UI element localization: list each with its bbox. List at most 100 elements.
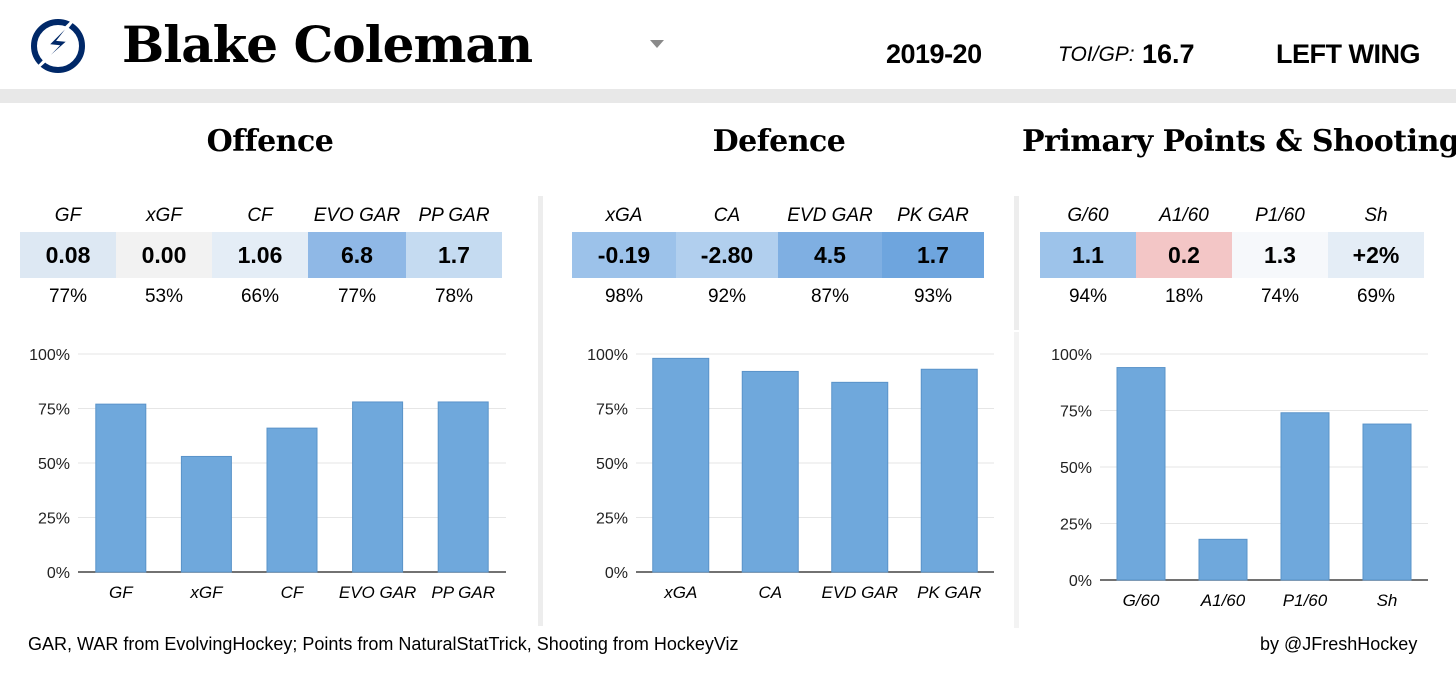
metric-value: 6.8 (308, 232, 406, 278)
metric-value: +2% (1328, 232, 1424, 278)
bar (352, 401, 404, 573)
y-tick-label: 25% (596, 511, 628, 528)
y-tick-label: 0% (1069, 573, 1092, 590)
metric-label: Sh (1364, 205, 1388, 226)
y-tick-label: 50% (1060, 460, 1092, 477)
metric-percentile: 74% (1260, 286, 1300, 307)
section-divider (1014, 196, 1019, 330)
offence-bar-chart: 0% 25% 50% 75% 100% GF xGF CF EVO GAR PP GAR (29, 347, 506, 602)
section-title: Defence (712, 124, 846, 159)
metric-cf: CF 1.06 66% (212, 202, 308, 312)
x-tick-label: A1/60 (1200, 591, 1246, 610)
y-tick-label: 100% (587, 347, 628, 364)
metric-label: A1/60 (1159, 205, 1209, 226)
bar (95, 403, 147, 573)
x-tick-label: EVD GAR (821, 583, 898, 602)
y-tick-label: 100% (29, 347, 70, 364)
footer-source: GAR, WAR from EvolvingHockey; Points fro… (28, 634, 739, 654)
x-tick-label: PK GAR (917, 583, 981, 602)
bar (266, 427, 318, 573)
metric-label: xGA (605, 205, 643, 226)
bar (652, 357, 710, 573)
metric-percentile: 94% (1068, 286, 1108, 307)
bar (1116, 367, 1166, 581)
metric-value: 1.3 (1232, 232, 1328, 278)
x-tick-label: G/60 (1123, 591, 1160, 610)
metric-pk-gar: PK GAR 1.7 93% (882, 202, 984, 312)
bar (1198, 538, 1248, 581)
lightning-bolt-logo-icon (31, 16, 85, 74)
toi-label: TOI/GP: (1058, 43, 1135, 66)
footer-credit: by @JFreshHockey (1260, 634, 1418, 654)
metric-xga: xGA -0.19 98% (572, 202, 676, 312)
x-tick-label: CA (758, 583, 782, 602)
metric-percentile: 69% (1356, 286, 1396, 307)
y-tick-label: 25% (1060, 517, 1092, 534)
metric-pp-gar: PP GAR 1.7 78% (406, 202, 502, 312)
metric-value: -2.80 (676, 232, 778, 278)
y-tick-label: 25% (38, 511, 70, 528)
metric-value: 4.5 (778, 232, 882, 278)
toi-value: 16.7 (1142, 39, 1195, 69)
metric-percentile: 53% (144, 286, 184, 307)
metric-percentile: 87% (810, 286, 850, 307)
metric-p160: P1/60 1.3 74% (1232, 202, 1328, 312)
bar (920, 368, 978, 573)
metric-g60: G/60 1.1 94% (1040, 202, 1136, 312)
metric-percentile: 78% (434, 286, 474, 307)
y-tick-label: 50% (596, 456, 628, 473)
metric-percentile: 18% (1164, 286, 1204, 307)
metric-value: -0.19 (572, 232, 676, 278)
x-tick-label: Sh (1377, 591, 1398, 610)
y-tick-label: 75% (38, 402, 70, 419)
metric-percentile: 66% (240, 286, 280, 307)
metric-label: CA (713, 205, 741, 226)
season-label: 2019-20 (886, 39, 982, 69)
metric-label: P1/60 (1255, 205, 1305, 226)
x-tick-label: EVO GAR (339, 583, 416, 602)
x-tick-label: xGF (189, 583, 224, 602)
bar (1362, 423, 1412, 581)
bar (831, 381, 889, 573)
metric-sh: Sh +2% 69% (1328, 202, 1424, 312)
bar (741, 370, 799, 573)
bar (437, 401, 489, 573)
y-tick-label: 0% (47, 565, 70, 582)
metric-gf: GF 0.08 77% (20, 202, 116, 312)
metric-a160: A1/60 0.2 18% (1136, 202, 1232, 312)
primary-points-shooting-bar-chart: 0% 25% 50% 75% 100% G/60 A1/60 P1/60 Sh (1051, 347, 1428, 610)
metric-percentile: 92% (707, 286, 747, 307)
y-tick-label: 0% (605, 565, 628, 582)
position-label: LEFT WING (1276, 39, 1420, 69)
metric-value: 1.7 (882, 232, 984, 278)
metric-percentile: 77% (48, 286, 88, 307)
player-name: Blake Coleman (122, 15, 533, 74)
x-tick-label: P1/60 (1283, 591, 1328, 610)
x-tick-label: CF (281, 583, 305, 602)
metric-value: 1.06 (212, 232, 308, 278)
y-tick-label: 75% (1060, 404, 1092, 421)
metric-ca: CA -2.80 92% (676, 202, 778, 312)
metric-label: PK GAR (897, 205, 969, 226)
section-divider (1014, 332, 1019, 628)
x-tick-label: GF (109, 583, 134, 602)
metric-label: EVD GAR (787, 205, 873, 226)
metric-evo-gar: EVO GAR 6.8 77% (308, 202, 406, 312)
metric-label: xGF (146, 205, 182, 226)
x-tick-label: xGA (663, 583, 697, 602)
metric-evd-gar: EVD GAR 4.5 87% (778, 202, 882, 312)
metric-percentile: 77% (337, 286, 377, 307)
metric-label: EVO GAR (313, 205, 401, 226)
metric-label: PP GAR (418, 205, 490, 226)
section-divider (538, 196, 543, 626)
metric-label: G/60 (1067, 205, 1109, 226)
section-title: Primary Points & Shooting (1022, 124, 1456, 159)
chevron-down-icon[interactable] (650, 40, 664, 48)
y-tick-label: 50% (38, 456, 70, 473)
header-divider (0, 89, 1456, 103)
metric-value: 0.00 (116, 232, 212, 278)
bar (1280, 412, 1330, 581)
bar (180, 455, 232, 573)
metric-value: 0.08 (20, 232, 116, 278)
metric-percentile: 98% (604, 286, 644, 307)
